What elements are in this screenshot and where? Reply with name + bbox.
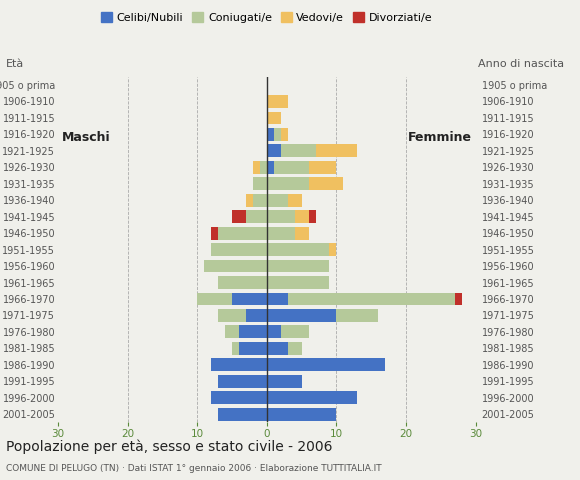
Bar [267,128,274,141]
Bar [281,128,288,141]
Bar [316,144,357,157]
Bar [211,243,267,256]
Legend: Celibi/Nubili, Coniugati/e, Vedovi/e, Divorziati/e: Celibi/Nubili, Coniugati/e, Vedovi/e, Di… [97,8,437,27]
Bar [239,325,267,338]
Bar [232,210,246,223]
Bar [267,227,295,240]
Bar [274,161,309,174]
Bar [267,309,336,322]
Text: Popolazione per età, sesso e stato civile - 2006: Popolazione per età, sesso e stato civil… [6,439,332,454]
Bar [267,260,329,273]
Bar [253,194,267,207]
Bar [267,95,288,108]
Bar [267,325,281,338]
Bar [246,194,253,207]
Bar [267,375,302,388]
Bar [246,210,267,223]
Bar [204,260,267,273]
Text: Femmine: Femmine [408,131,472,144]
Bar [253,177,267,190]
Bar [239,342,267,355]
Bar [211,359,267,371]
Bar [336,309,378,322]
Bar [267,342,288,355]
Bar [288,342,302,355]
Bar [267,161,274,174]
Bar [267,359,385,371]
Bar [267,243,329,256]
Bar [232,292,267,305]
Bar [211,391,267,404]
Bar [267,292,288,305]
Bar [211,227,218,240]
Text: Maschi: Maschi [61,131,110,144]
Bar [218,309,246,322]
Bar [267,408,336,420]
Bar [253,161,260,174]
Bar [274,128,281,141]
Bar [295,227,309,240]
Bar [309,161,336,174]
Bar [267,210,295,223]
Bar [288,194,302,207]
Bar [218,227,267,240]
Bar [281,325,309,338]
Text: COMUNE DI PELUGO (TN) · Dati ISTAT 1° gennaio 2006 · Elaborazione TUTTITALIA.IT: COMUNE DI PELUGO (TN) · Dati ISTAT 1° ge… [6,464,382,473]
Bar [267,177,309,190]
Bar [267,276,329,289]
Bar [225,325,239,338]
Bar [267,391,357,404]
Bar [218,408,267,420]
Bar [246,309,267,322]
Text: Età: Età [6,59,24,69]
Bar [218,375,267,388]
Bar [288,292,455,305]
Bar [295,210,309,223]
Text: Anno di nascita: Anno di nascita [478,59,564,69]
Bar [455,292,462,305]
Bar [232,342,239,355]
Bar [267,111,281,124]
Bar [260,161,267,174]
Bar [309,177,343,190]
Bar [218,276,267,289]
Bar [329,243,336,256]
Bar [309,210,316,223]
Bar [267,194,288,207]
Bar [281,144,316,157]
Bar [267,144,281,157]
Bar [197,292,232,305]
